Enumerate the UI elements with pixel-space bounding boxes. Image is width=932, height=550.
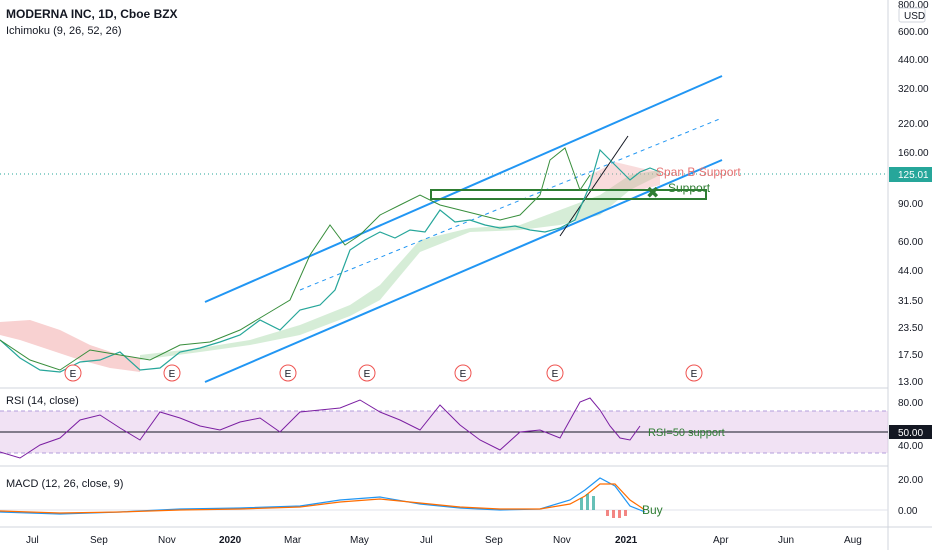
earnings-marker[interactable]: E	[454, 364, 472, 382]
time-tick: 2021	[615, 535, 638, 546]
time-tick: Jul	[420, 535, 433, 546]
time-tick: May	[350, 535, 369, 546]
support-cross-icon: ✖	[646, 183, 659, 202]
svg-text:E: E	[169, 369, 176, 380]
time-tick: Apr	[713, 535, 729, 546]
earnings-marker[interactable]: E	[279, 364, 297, 382]
earnings-marker[interactable]: E	[163, 364, 181, 382]
currency-badge[interactable]	[898, 7, 926, 23]
ichimoku-cloud-red	[0, 320, 140, 372]
time-tick: 2020	[219, 535, 242, 546]
rsi-current-badge	[889, 425, 932, 439]
chikou-line	[0, 147, 591, 371]
earnings-marker[interactable]: E	[358, 364, 376, 382]
svg-text:E: E	[364, 369, 371, 380]
trend-line[interactable]	[559, 135, 629, 237]
price-tick: 23.50	[898, 323, 923, 334]
price-tick: 13.00	[898, 377, 923, 388]
earnings-marker[interactable]: E	[64, 364, 82, 382]
time-tick: Sep	[485, 535, 503, 546]
indicator-label: Ichimoku (9, 26, 52, 26)	[6, 25, 122, 37]
price-tick: 44.00	[898, 266, 923, 277]
price-tick: 440.00	[898, 55, 929, 66]
ichimoku-cloud-green-1	[140, 170, 660, 360]
rsi-current-label: 50.00	[898, 428, 923, 439]
svg-text:E: E	[552, 369, 559, 380]
macd-histogram	[580, 494, 595, 510]
macd-tick: 20.00	[898, 475, 923, 486]
ichimoku-cloud-red-2	[590, 162, 660, 190]
macd-tick: 0.00	[898, 506, 918, 517]
time-tick: Mar	[284, 535, 302, 546]
channel-lower-line[interactable]	[204, 159, 723, 383]
channel-mid-line	[299, 117, 723, 291]
macd-label: MACD (12, 26, close, 9)	[6, 478, 123, 490]
time-axis[interactable]: Jul Sep Nov 2020 Mar May Jul Sep Nov 202…	[26, 535, 862, 546]
price-tick: 90.00	[898, 199, 923, 210]
price-tick: 320.00	[898, 84, 929, 95]
rsi-label: RSI (14, close)	[6, 395, 79, 407]
macd-line	[0, 477, 646, 515]
svg-text:E: E	[70, 369, 77, 380]
macd-histogram-negative	[606, 510, 627, 518]
current-price-badge	[889, 167, 932, 182]
price-tick: 60.00	[898, 237, 923, 248]
price-tick: 800.00	[898, 0, 929, 11]
earnings-markers[interactable]: E E E E E E E	[64, 364, 703, 382]
price-tick: 160.00	[898, 148, 929, 159]
time-tick: Sep	[90, 535, 108, 546]
span-b-annotation: Span B Support	[656, 165, 741, 179]
time-tick: Jun	[778, 535, 794, 546]
price-line	[0, 148, 661, 373]
currency-label: USD	[904, 11, 925, 22]
price-tick: 17.50	[898, 350, 923, 361]
symbol-title: MODERNA INC, 1D, Cboe BZX	[6, 7, 178, 21]
earnings-marker[interactable]: E	[546, 364, 564, 382]
rsi-tick: 40.00	[898, 441, 923, 452]
rsi-support-annotation: RSI=50 support	[648, 427, 725, 439]
support-annotation: Support	[668, 181, 711, 195]
price-tick: 31.50	[898, 296, 923, 307]
earnings-marker[interactable]: E	[685, 364, 703, 382]
time-tick: Nov	[158, 535, 176, 546]
current-price-label: 125.01	[898, 170, 929, 181]
price-axis[interactable]: 800.00 USD 600.00 440.00 320.00 220.00 1…	[889, 0, 932, 388]
price-tick: 600.00	[898, 27, 929, 38]
svg-text:E: E	[460, 369, 467, 380]
rsi-line	[0, 397, 641, 459]
rsi-tick: 80.00	[898, 398, 923, 409]
price-tick: 220.00	[898, 119, 929, 130]
signal-line	[0, 483, 646, 514]
time-tick: Nov	[553, 535, 571, 546]
macd-buy-annotation: Buy	[642, 503, 663, 517]
support-box[interactable]	[430, 189, 707, 200]
time-tick: Jul	[26, 535, 39, 546]
time-tick: Aug	[844, 535, 862, 546]
svg-text:E: E	[285, 369, 292, 380]
svg-text:E: E	[691, 369, 698, 380]
